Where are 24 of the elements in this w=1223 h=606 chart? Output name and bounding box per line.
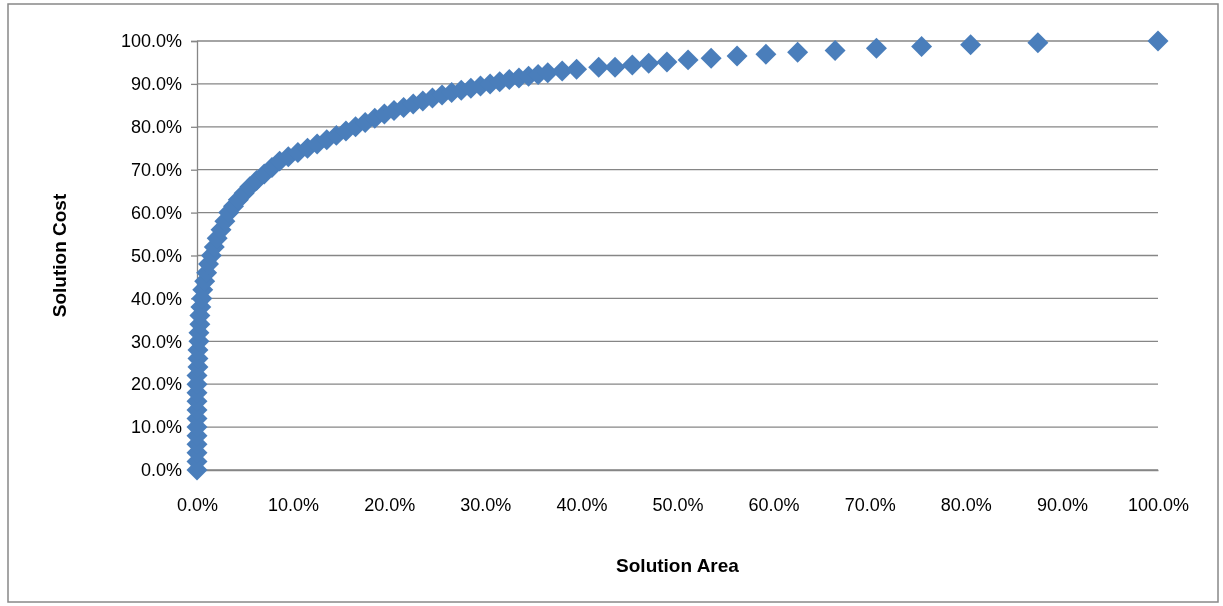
x-tick-label: 0.0% (176, 494, 219, 515)
x-tick-label: 70.0% (844, 494, 896, 515)
y-tick-label: 70.0% (130, 159, 182, 180)
x-tick-label: 20.0% (364, 494, 416, 515)
x-tick-label: 10.0% (268, 494, 320, 515)
y-tick-label: 20.0% (130, 374, 182, 395)
y-tick-label: 100.0% (120, 31, 182, 52)
y-tick-label: 40.0% (130, 288, 182, 309)
x-tick-label: 100.0% (1127, 494, 1190, 515)
x-tick-label: 40.0% (556, 494, 608, 515)
x-tick-label: 60.0% (748, 494, 800, 515)
x-axis-title: Solution Area (616, 555, 740, 576)
y-tick-label: 0.0% (140, 460, 182, 481)
y-tick-label: 90.0% (130, 74, 182, 95)
y-tick-label: 50.0% (130, 245, 182, 266)
x-tick-label: 30.0% (460, 494, 512, 515)
y-tick-label: 60.0% (130, 202, 182, 223)
x-tick-label: 80.0% (940, 494, 992, 515)
y-tick-label: 30.0% (130, 331, 182, 352)
y-axis-title: Solution Cost (49, 193, 70, 318)
x-tick-label: 50.0% (652, 494, 704, 515)
y-tick-label: 10.0% (130, 417, 182, 438)
x-tick-label: 90.0% (1036, 494, 1088, 515)
y-tick-label: 80.0% (130, 117, 182, 138)
